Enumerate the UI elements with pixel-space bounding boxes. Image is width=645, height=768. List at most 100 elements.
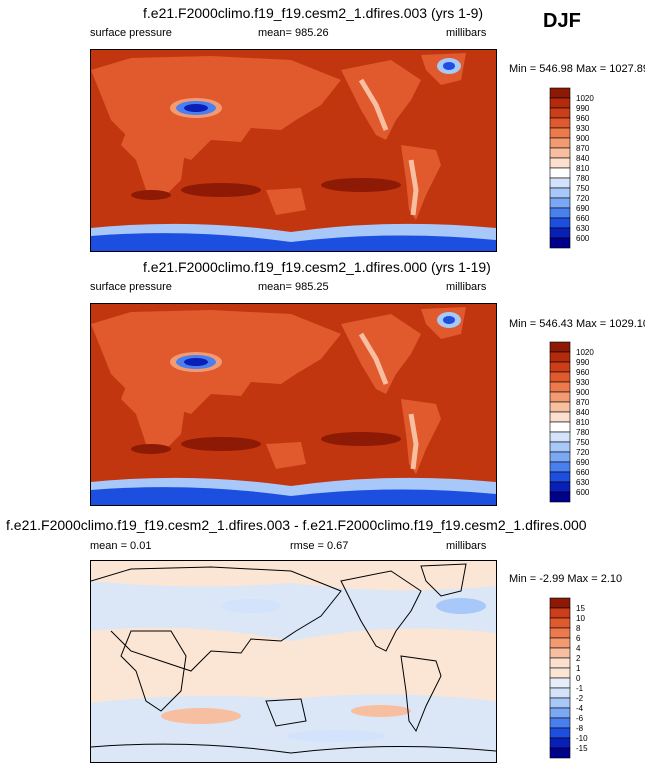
- panel2-title: f.e21.F2000climo.f19_f19.cesm2_1.dfires.…: [143, 259, 491, 275]
- colorbar-box: [549, 677, 571, 689]
- colorbar-box: [549, 401, 571, 413]
- colorbar-label: 900: [576, 134, 590, 143]
- colorbar-box: [549, 461, 571, 473]
- colorbar-label: 750: [576, 184, 590, 193]
- colorbar-label: -8: [576, 724, 584, 733]
- colorbar-label: 630: [576, 478, 590, 487]
- colorbar-label: 900: [576, 388, 590, 397]
- colorbar-box: [549, 341, 571, 353]
- colorbar-box: [549, 411, 571, 423]
- colorbar-label: 2: [576, 654, 581, 663]
- panel1-colorbar: 1020990960930900870840810780750720690660…: [549, 87, 594, 249]
- colorbar-label: 840: [576, 408, 590, 417]
- coastline-eurasia: [91, 566, 342, 672]
- colorbar-label: 930: [576, 378, 590, 387]
- colorbar-box: [549, 187, 571, 199]
- colorbar-label: 600: [576, 488, 590, 497]
- colorbar-box: [549, 491, 571, 503]
- panel3-title: f.e21.F2000climo.f19_f19.cesm2_1.dfires.…: [6, 517, 587, 533]
- colorbar-box: [549, 381, 571, 393]
- panel3-units: millibars: [446, 540, 487, 552]
- coastline-australia: [265, 698, 307, 727]
- colorbar-label: 630: [576, 224, 590, 233]
- antarctica: [91, 487, 496, 505]
- colorbar-label: 780: [576, 428, 590, 437]
- colorbar-box: [549, 471, 571, 483]
- colorbar-box: [549, 617, 571, 629]
- colorbar-label: -2: [576, 694, 584, 703]
- colorbar-label: 1020: [576, 94, 594, 103]
- panel3-minmax: Min = -2.99 Max = 2.10: [509, 573, 623, 585]
- colorbar-box: [549, 727, 571, 739]
- colorbar-label: -10: [576, 734, 588, 743]
- panel3-map: [90, 560, 497, 763]
- diff-positive-south-pacific: [351, 705, 411, 717]
- colorbar-label: 690: [576, 458, 590, 467]
- panel1-map: [90, 49, 497, 252]
- panel1-minmax: Min = 546.98 Max = 1027.89: [509, 63, 645, 75]
- panel2-units: millibars: [446, 281, 487, 293]
- panel1-mean: mean= 985.26: [258, 27, 329, 39]
- colorbar-box: [549, 207, 571, 219]
- colorbar-box: [549, 481, 571, 493]
- coastline-africa: [120, 630, 187, 712]
- colorbar-box: [549, 127, 571, 139]
- high-indian-ocean: [181, 437, 261, 451]
- colorbar-label: 720: [576, 194, 590, 203]
- colorbar-box: [549, 707, 571, 719]
- season-label: DJF: [543, 10, 581, 32]
- colorbar-label: -4: [576, 704, 584, 713]
- colorbar-box: [549, 217, 571, 229]
- panel3-mean: mean = 0.01: [90, 540, 152, 552]
- high-south-atlantic: [131, 444, 171, 454]
- colorbar-label: 870: [576, 398, 590, 407]
- colorbar-label: 990: [576, 358, 590, 367]
- colorbar-box: [549, 737, 571, 749]
- colorbar-label: 810: [576, 164, 590, 173]
- colorbar-label: 4: [576, 644, 581, 653]
- colorbar-label: 810: [576, 418, 590, 427]
- coastline-north-america: [340, 570, 422, 652]
- colorbar-label: 1: [576, 664, 581, 673]
- colorbar-label: 960: [576, 368, 590, 377]
- tibet-core: [184, 104, 208, 112]
- colorbar-label: 660: [576, 468, 590, 477]
- colorbar-label: 750: [576, 438, 590, 447]
- colorbar-label: 0: [576, 674, 581, 683]
- greenland-core: [443, 316, 455, 324]
- colorbar-box: [549, 431, 571, 443]
- rockies: [358, 332, 389, 385]
- colorbar-box: [549, 227, 571, 239]
- diff-positive-south-indian: [161, 708, 241, 724]
- colorbar-box: [549, 657, 571, 669]
- colorbar-label: 600: [576, 234, 590, 243]
- colorbar-label: 840: [576, 154, 590, 163]
- colorbar-box: [549, 87, 571, 99]
- colorbar-box: [549, 441, 571, 453]
- colorbar-label: 720: [576, 448, 590, 457]
- colorbar-box: [549, 637, 571, 649]
- colorbar-box: [549, 451, 571, 463]
- colorbar-box: [549, 687, 571, 699]
- panel3-map-field: [91, 561, 496, 762]
- colorbar-box: [549, 747, 571, 759]
- colorbar-box: [549, 97, 571, 109]
- panel3-rmse: rmse = 0.67: [290, 540, 349, 552]
- colorbar-box: [549, 237, 571, 249]
- panel1-variable: surface pressure: [90, 27, 172, 39]
- tibet-core: [184, 358, 208, 366]
- panel1-title: f.e21.F2000climo.f19_f19.cesm2_1.dfires.…: [143, 5, 484, 21]
- colorbar-box: [549, 391, 571, 403]
- panel1-map-field: [91, 50, 496, 251]
- high-south-pacific: [321, 178, 401, 192]
- land-africa: [121, 374, 186, 454]
- greenland-core: [443, 62, 455, 70]
- colorbar-box: [549, 351, 571, 363]
- colorbar-label: 8: [576, 624, 581, 633]
- colorbar-box: [549, 167, 571, 179]
- coastline-antarctica: [91, 743, 496, 754]
- panel2-mean: mean= 985.25: [258, 281, 329, 293]
- diff-negative-asia: [221, 599, 281, 613]
- colorbar-label: -1: [576, 684, 584, 693]
- colorbar-label: 870: [576, 144, 590, 153]
